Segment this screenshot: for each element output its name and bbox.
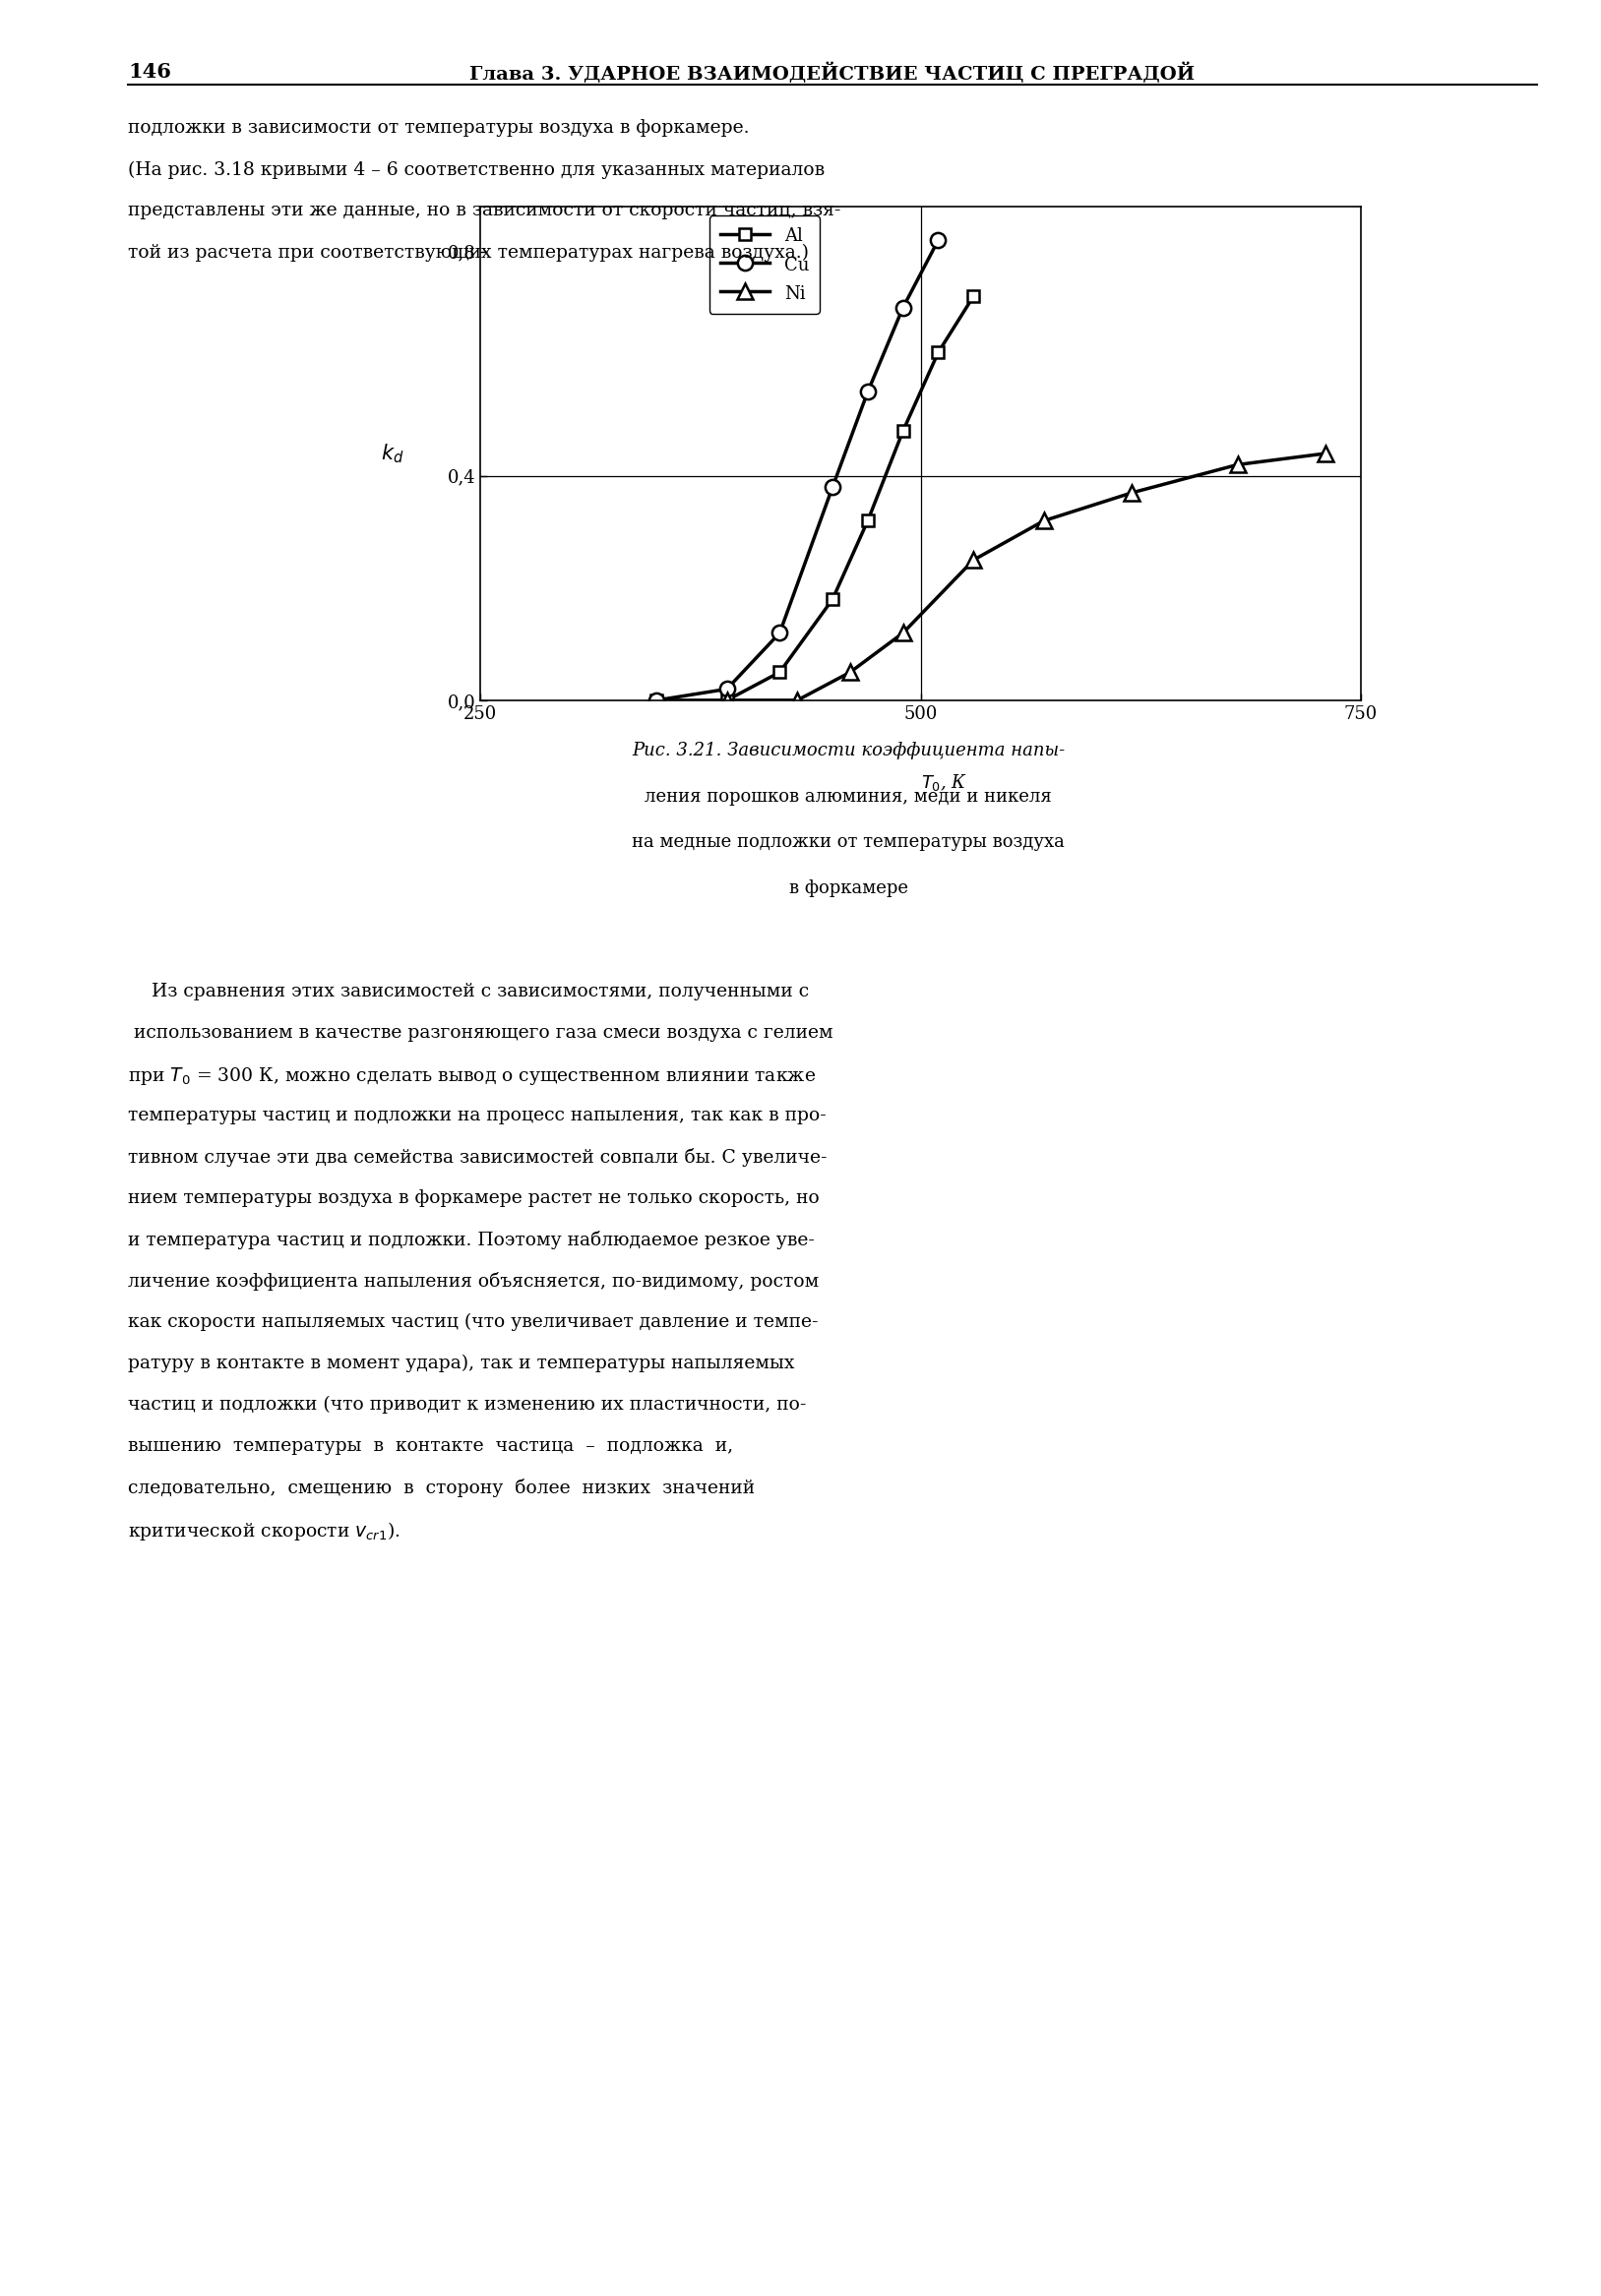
Ni (788, 687, 807, 714)
Ni (841, 659, 860, 687)
Text: тивном случае эти два семейства зависимостей совпали бы. С увеличе-: тивном случае эти два семейства зависимо… (128, 1148, 828, 1166)
Ni (717, 687, 736, 714)
Y-axis label: $k_d$: $k_d$ (381, 441, 403, 466)
Line: Cu: Cu (648, 232, 946, 707)
Text: Глава 3. УДАРНОЕ ВЗАИМОДЕЙСТВИЕ ЧАСТИЦ С ПРЕГРАДОЙ: Глава 3. УДАРНОЕ ВЗАИМОДЕЙСТВИЕ ЧАСТИЦ С… (469, 62, 1196, 83)
Text: $T_0$, К: $T_0$, К (921, 771, 967, 792)
Text: Из сравнения этих зависимостей с зависимостями, полученными с: Из сравнения этих зависимостей с зависим… (128, 983, 809, 1001)
Legend: Al, Cu, Ni: Al, Cu, Ni (709, 216, 820, 315)
Text: в форкамере: в форкамере (789, 879, 908, 898)
Cu (647, 687, 666, 714)
Text: при $T_0$ = 300 К, можно сделать вывод о существенном влиянии также: при $T_0$ = 300 К, можно сделать вывод о… (128, 1065, 817, 1086)
Cu (893, 294, 913, 321)
Al (770, 659, 789, 687)
Ni (1316, 441, 1335, 468)
Cu (858, 379, 877, 406)
Ni (964, 546, 983, 574)
Al (647, 687, 666, 714)
Cu (770, 620, 789, 647)
Text: критической скорости $v_{cr1}$).: критической скорости $v_{cr1}$). (128, 1520, 400, 1543)
Text: подложки в зависимости от температуры воздуха в форкамере.: подложки в зависимости от температуры во… (128, 119, 749, 138)
Text: температуры частиц и подложки на процесс напыления, так как в про-: температуры частиц и подложки на процесс… (128, 1107, 826, 1125)
Text: представлены эти же данные, но в зависимости от скорости частиц, взя-: представлены эти же данные, но в зависим… (128, 202, 841, 220)
Ni (1228, 450, 1247, 478)
Text: личение коэффициента напыления объясняется, по-видимому, ростом: личение коэффициента напыления объясняет… (128, 1272, 820, 1290)
Al (964, 282, 983, 310)
Text: 146: 146 (128, 62, 171, 83)
Ni (893, 620, 913, 647)
Line: Ni: Ni (719, 445, 1334, 707)
Al (858, 507, 877, 535)
Text: частиц и подложки (что приводит к изменению их пластичности, по-: частиц и подложки (что приводит к измене… (128, 1396, 807, 1414)
Ni (1034, 507, 1053, 535)
Text: использованием в качестве разгоняющего газа смеси воздуха с гелием: использованием в качестве разгоняющего г… (128, 1024, 833, 1042)
Text: ления порошков алюминия, меди и никеля: ления порошков алюминия, меди и никеля (645, 788, 1052, 806)
Text: как скорости напыляемых частиц (что увеличивает давление и темпе-: как скорости напыляемых частиц (что увел… (128, 1313, 818, 1332)
Al (893, 418, 913, 445)
Al (717, 687, 736, 714)
Al (823, 585, 842, 613)
Text: (На рис. 3.18 кривыми 4 – 6 соответственно для указанных материалов: (На рис. 3.18 кривыми 4 – 6 соответствен… (128, 161, 825, 179)
Text: следовательно,  смещению  в  сторону  более  низких  значений: следовательно, смещению в сторону более … (128, 1479, 756, 1497)
Ni (1122, 480, 1142, 507)
Text: и температура частиц и подложки. Поэтому наблюдаемое резкое уве-: и температура частиц и подложки. Поэтому… (128, 1231, 815, 1249)
Text: ратуру в контакте в момент удара), так и температуры напыляемых: ратуру в контакте в момент удара), так и… (128, 1355, 794, 1373)
Line: Al: Al (650, 289, 980, 707)
Text: вышению  температуры  в  контакте  частица  –  подложка  и,: вышению температуры в контакте частица –… (128, 1437, 733, 1456)
Text: на медные подложки от температуры воздуха: на медные подложки от температуры воздух… (632, 833, 1065, 852)
Text: нием температуры воздуха в форкамере растет не только скорость, но: нием температуры воздуха в форкамере рас… (128, 1189, 820, 1208)
Text: той из расчета при соответствующих температурах нагрева воздуха.): той из расчета при соответствующих темпе… (128, 243, 809, 262)
Al (929, 340, 948, 367)
Cu (823, 473, 842, 501)
Cu (929, 227, 948, 255)
Cu (717, 675, 736, 703)
Text: Рис. 3.21. Зависимости коэффициента напы-: Рис. 3.21. Зависимости коэффициента напы… (632, 742, 1065, 760)
